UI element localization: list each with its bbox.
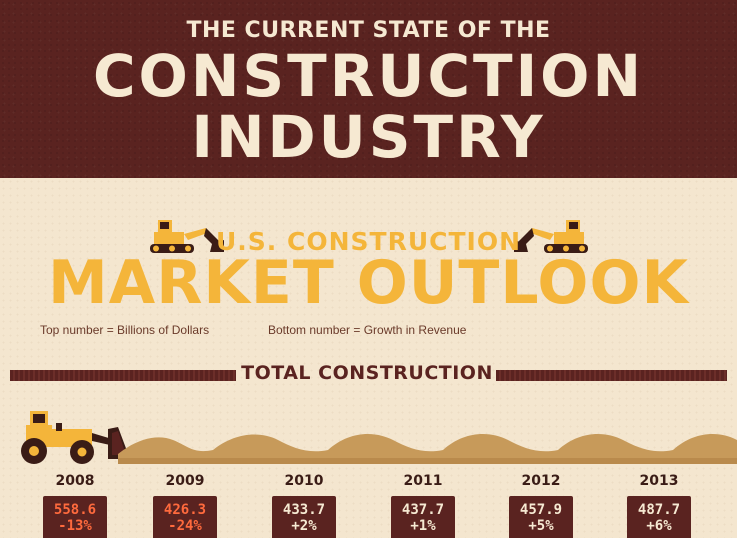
revenue-value: 558.6 bbox=[53, 502, 97, 518]
legend-top-number: Top number = Billions of Dollars bbox=[40, 323, 210, 337]
year-data-box: 487.7 +6% bbox=[627, 496, 691, 538]
year-label: 2008 bbox=[55, 473, 95, 489]
header-title-line2: INDUSTRY bbox=[191, 103, 546, 171]
revenue-value: 437.7 bbox=[401, 502, 445, 518]
growth-value: -13% bbox=[58, 518, 92, 534]
section-divider-left bbox=[10, 370, 236, 381]
revenue-value: 433.7 bbox=[282, 502, 326, 518]
header-title-line1: CONSTRUCTION bbox=[92, 42, 645, 110]
dirt-mounds-icon bbox=[118, 434, 737, 464]
excavator-icon bbox=[514, 220, 588, 253]
growth-value: -24% bbox=[168, 518, 202, 534]
year-label: 2013 bbox=[639, 473, 679, 489]
excavator-icon bbox=[150, 220, 224, 253]
outlook-kicker: U.S. CONSTRUCTION bbox=[215, 227, 521, 256]
year-data-box: 437.7 +1% bbox=[391, 496, 455, 538]
growth-value: +6% bbox=[646, 518, 672, 534]
revenue-value: 487.7 bbox=[637, 502, 681, 518]
growth-value: +5% bbox=[528, 518, 554, 534]
outlook-panel bbox=[0, 178, 737, 538]
bulldozer-icon bbox=[21, 411, 130, 464]
legend-bottom-number: Bottom number = Growth in Revenue bbox=[268, 323, 467, 337]
year-label: 2009 bbox=[165, 473, 205, 489]
year-label: 2010 bbox=[284, 473, 324, 489]
header-banner: THE CURRENT STATE OF THE CONSTRUCTION IN… bbox=[0, 0, 737, 178]
year-data-box: 433.7 +2% bbox=[272, 496, 336, 538]
year-data-box: 457.9 +5% bbox=[509, 496, 573, 538]
section-divider-right bbox=[496, 370, 727, 381]
year-label: 2011 bbox=[403, 473, 443, 489]
growth-value: +2% bbox=[291, 518, 317, 534]
outlook-title: MARKET OUTLOOK bbox=[48, 248, 689, 318]
revenue-value: 426.3 bbox=[163, 502, 207, 518]
header-subtitle: THE CURRENT STATE OF THE bbox=[186, 18, 551, 43]
growth-value: +1% bbox=[410, 518, 436, 534]
year-data-box: 558.6 -13% bbox=[43, 496, 107, 538]
revenue-value: 457.9 bbox=[519, 502, 563, 518]
year-data-box: 426.3 -24% bbox=[153, 496, 217, 538]
section-title: TOTAL CONSTRUCTION bbox=[241, 362, 493, 384]
year-label: 2012 bbox=[521, 473, 561, 489]
